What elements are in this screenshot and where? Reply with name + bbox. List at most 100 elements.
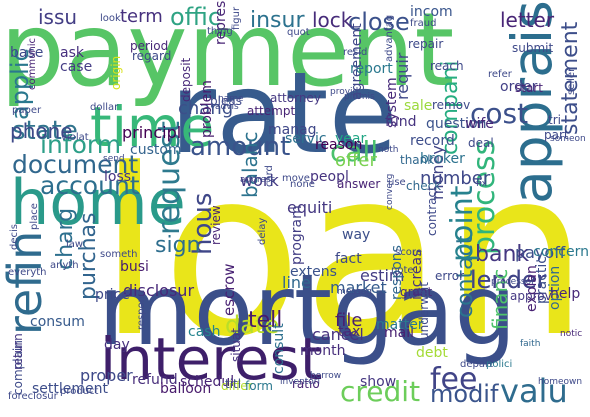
word-number: number (420, 168, 491, 189)
word-note: note (391, 265, 414, 276)
word-fee: fee (430, 362, 478, 397)
word-review: review (209, 205, 223, 245)
word-someth: someth (100, 249, 138, 260)
word-use: use (388, 177, 406, 188)
word-dollar: dollar (90, 102, 119, 113)
word-deal: deal (468, 136, 494, 150)
word-period: period (130, 39, 169, 53)
word-bank: bank (475, 242, 530, 267)
word-offer: offer (335, 150, 377, 171)
word-line: line (282, 273, 311, 292)
word-noth: noth (378, 145, 399, 155)
word-answer: answer (337, 177, 381, 191)
word-servic: servic (285, 131, 327, 147)
word-return: return (11, 333, 25, 370)
word-broker: broker (420, 151, 465, 167)
word-paper: paper (12, 105, 42, 116)
word-base: base (10, 45, 44, 61)
word-communic: communic (27, 37, 38, 90)
word-contract: contract (425, 186, 439, 236)
word-attempt: attempt (247, 104, 296, 118)
word-promis: promis (344, 92, 375, 102)
word-disclosur: disclosur (123, 281, 195, 300)
word-name: name (218, 94, 244, 104)
word-titl: titl (225, 377, 242, 391)
word-escrow: escrow (220, 263, 238, 316)
word-refer: refer (488, 69, 512, 80)
word-approv: approv (510, 289, 552, 303)
word-mail: mail (384, 325, 414, 341)
word-valu: valu (500, 372, 568, 410)
word-mortgag: mortgag (98, 254, 517, 368)
word-differ: differ (221, 379, 253, 393)
word-foreclosur: foreclosur (8, 391, 58, 402)
word-remov: remov (432, 98, 471, 112)
word-account: account (40, 171, 140, 200)
word-chang: chang (178, 98, 234, 119)
word-point: point (445, 185, 480, 262)
word-depart: depart (460, 359, 494, 370)
word-date: date (225, 311, 280, 339)
word-way: way (342, 227, 371, 243)
word-polici: polici (486, 359, 513, 370)
word-thing: thing (207, 26, 233, 37)
word-repres: repres (213, 0, 229, 45)
word-market: market (330, 278, 387, 297)
word-price: price (95, 287, 130, 303)
word-repair: repair (408, 37, 444, 51)
word-cost: cost (470, 97, 529, 130)
word-place: place (29, 203, 40, 230)
word-product: product (60, 386, 99, 397)
word-matter: matter (376, 317, 424, 333)
word-ratio: ratio (292, 377, 320, 391)
word-case: case (60, 59, 93, 75)
word-decis: decis (9, 224, 20, 250)
word-concern: concern (533, 244, 589, 260)
word-phone: phone (10, 119, 73, 143)
word-deposit: deposit (179, 57, 193, 102)
word-time: time (90, 95, 215, 159)
word-order: order (500, 79, 538, 95)
word-form: form (245, 379, 273, 393)
word-advantag: advantag (384, 14, 395, 62)
word-everyth: everyth (8, 267, 47, 278)
word-question: question (426, 116, 487, 132)
word-send: send (103, 154, 125, 164)
word-notic: notic (560, 329, 583, 339)
word-day: day (104, 337, 130, 353)
word-thank: thank (400, 153, 435, 167)
word-underwrit: underwrit (417, 282, 431, 340)
word-submit: submit (512, 41, 554, 55)
word-problem: problem (199, 80, 215, 138)
word-show: show (360, 374, 397, 390)
word-incom: incom (410, 4, 453, 20)
word-document: document (12, 150, 139, 179)
word-move: move (282, 173, 310, 184)
word-credit: credit (340, 375, 421, 408)
word-schedul: schedul (180, 374, 235, 390)
word-look: look (100, 13, 121, 24)
word-call: call (330, 135, 379, 168)
word-peopl: peopl (310, 169, 349, 185)
word-grant: grant (400, 285, 433, 299)
word-card: card (264, 165, 275, 187)
word-sale: sale (404, 98, 433, 114)
word-tax: tax (338, 324, 361, 340)
word-borrow: borrow (310, 371, 342, 381)
word-violat: violat (61, 132, 89, 143)
word-fraud: fraud (410, 18, 437, 29)
word-address: address (240, 175, 276, 185)
word-offic: offic (170, 3, 222, 31)
word-tri: tri (548, 113, 561, 127)
word-none: none (290, 179, 315, 190)
word-fund: fund (385, 114, 417, 130)
word-seller: seller (566, 67, 577, 95)
word-law: law (66, 239, 84, 250)
word-consult: consult (271, 323, 287, 374)
word-pleas: pleas (210, 94, 242, 108)
word-inform: inform (40, 130, 122, 159)
word-modif: modif (430, 380, 499, 408)
word-year: year (335, 131, 367, 147)
word-anyth: anyth (50, 260, 79, 271)
